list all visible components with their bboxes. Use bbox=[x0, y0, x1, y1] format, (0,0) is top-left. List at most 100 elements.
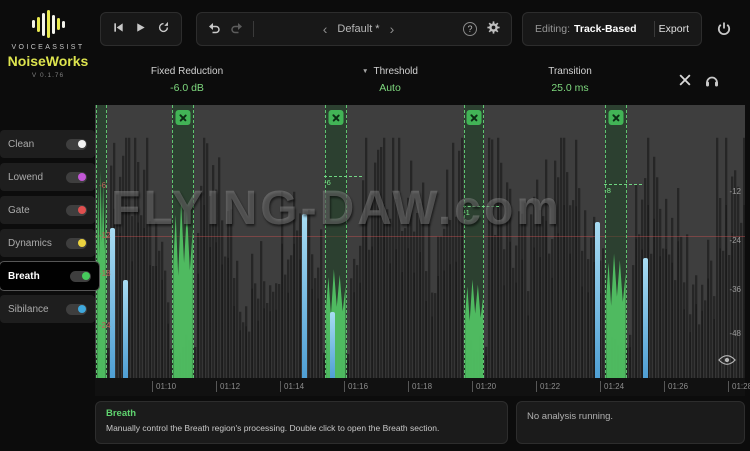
visibility-eye-button[interactable] bbox=[718, 354, 736, 369]
transition-value[interactable]: 25.0 ms bbox=[551, 82, 589, 94]
lowend-toggle[interactable] bbox=[66, 171, 87, 183]
headphones-monitor-button[interactable] bbox=[704, 72, 720, 91]
export-button[interactable]: Export bbox=[658, 23, 689, 35]
breath-region-fill bbox=[606, 253, 626, 378]
region-close-button[interactable] bbox=[466, 110, 482, 125]
editing-bar: Editing: Track-Based Export bbox=[522, 12, 702, 46]
loop-button[interactable] bbox=[157, 21, 170, 37]
db-scale-label: -36 bbox=[729, 285, 741, 295]
sidebar-item-label: Lowend bbox=[8, 171, 44, 183]
breath-region[interactable] bbox=[96, 105, 107, 378]
sidebar-item-breath[interactable]: Breath bbox=[0, 261, 100, 291]
sidebar-item-dynamics[interactable]: Dynamics bbox=[0, 229, 95, 257]
threshold-param: ▼ Threshold Auto bbox=[362, 66, 418, 94]
timeline-label: 01:28 bbox=[728, 381, 750, 392]
brand-block: VOICEASSIST NoiseWorks V 0.1.76 bbox=[0, 0, 96, 118]
sidebar-item-sibilance[interactable]: Sibilance bbox=[0, 295, 95, 323]
toggle-knob bbox=[77, 140, 86, 148]
db-scale-label: -12 bbox=[99, 230, 111, 240]
sidebar-item-lowend[interactable]: Lowend bbox=[0, 163, 95, 191]
brand-version: V 0.1.76 bbox=[31, 72, 65, 79]
close-section-button[interactable] bbox=[678, 73, 692, 90]
settings-gear-button[interactable] bbox=[486, 20, 501, 38]
timeline-label: 01:24 bbox=[600, 381, 624, 392]
info-panel: Breath Manually control the Breath regio… bbox=[95, 401, 508, 444]
voiceassist-logo-icon bbox=[31, 9, 65, 39]
redo-button[interactable] bbox=[230, 21, 244, 38]
fixed-reduction-value[interactable]: -6.0 dB bbox=[170, 82, 204, 94]
breath-region[interactable]: -6 bbox=[324, 105, 362, 378]
breath-region[interactable] bbox=[172, 105, 194, 378]
regions-layer: -6 -1 -8 bbox=[95, 105, 745, 378]
brand-company: VOICEASSIST bbox=[11, 44, 85, 51]
timeline-label: 01:16 bbox=[344, 381, 368, 392]
param-label: Transition bbox=[548, 66, 592, 77]
sibilance-bar[interactable] bbox=[330, 312, 336, 378]
transition-param: Transition 25.0 ms bbox=[548, 66, 592, 94]
region-reduction-label: -8 bbox=[604, 184, 642, 195]
waveform-graph bbox=[95, 137, 745, 378]
param-label: Threshold bbox=[373, 66, 418, 77]
db-scale-label: -24 bbox=[99, 320, 111, 330]
region-reduction-label: -1 bbox=[463, 206, 500, 217]
analysis-status: No analysis running. bbox=[527, 411, 614, 422]
db-scale-label: -24 bbox=[729, 236, 741, 246]
sibilance-bar[interactable] bbox=[594, 222, 600, 378]
play-button[interactable] bbox=[134, 21, 147, 37]
timeline-label: 01:10 bbox=[152, 381, 176, 392]
db-scale-label: -6 bbox=[99, 181, 107, 191]
sidebar-item-label: Breath bbox=[8, 270, 40, 282]
threshold-line bbox=[95, 236, 745, 238]
sidebar-item-gate[interactable]: Gate bbox=[0, 196, 95, 224]
help-button[interactable]: ? bbox=[463, 22, 477, 36]
timeline-label: 01:20 bbox=[472, 381, 496, 392]
param-label: Fixed Reduction bbox=[150, 66, 224, 77]
sibilance-bar[interactable] bbox=[109, 227, 115, 378]
sibilance-bar[interactable] bbox=[302, 214, 308, 378]
editing-label: Editing: bbox=[535, 23, 571, 35]
preset-bar: ‹ Default * › ? bbox=[196, 12, 512, 46]
timeline-label: 01:18 bbox=[408, 381, 432, 392]
info-title: Breath bbox=[106, 408, 137, 419]
sibilance-toggle[interactable] bbox=[66, 303, 87, 315]
toggle-knob bbox=[77, 173, 86, 181]
preset-name[interactable]: Default * bbox=[337, 23, 380, 35]
editing-mode-value[interactable]: Track-Based bbox=[574, 23, 637, 35]
toggle-knob bbox=[77, 239, 86, 247]
waveform-display[interactable]: -6 -1 -8 FLYING-DAW.com -6 -12 -18 -24 -12 -24… bbox=[95, 105, 745, 378]
power-button[interactable] bbox=[712, 17, 736, 41]
undo-button[interactable] bbox=[207, 21, 221, 38]
region-close-button[interactable] bbox=[608, 110, 624, 125]
breath-region[interactable]: -8 bbox=[604, 105, 642, 378]
preset-next-button[interactable]: › bbox=[389, 21, 395, 37]
preset-prev-button[interactable]: ‹ bbox=[322, 21, 328, 37]
breath-toggle[interactable] bbox=[70, 270, 91, 282]
timeline-ruler: 01:10 01:12 01:14 01:16 01:18 01:20 01:22 01:24… bbox=[95, 378, 750, 396]
analysis-panel: No analysis running. bbox=[516, 401, 745, 444]
breath-region[interactable]: -1 bbox=[463, 105, 500, 378]
sidebar-item-label: Clean bbox=[8, 138, 35, 150]
db-scale-label: -18 bbox=[99, 268, 111, 278]
breath-region-fill bbox=[326, 269, 346, 378]
region-close-button[interactable] bbox=[328, 110, 344, 125]
divider bbox=[253, 21, 254, 37]
skip-back-button[interactable] bbox=[112, 21, 125, 37]
sibilance-bar[interactable] bbox=[642, 257, 648, 378]
transport-controls bbox=[100, 12, 182, 46]
sibilance-bar[interactable] bbox=[122, 279, 128, 378]
dynamics-toggle[interactable] bbox=[66, 237, 87, 249]
threshold-value[interactable]: Auto bbox=[379, 82, 401, 94]
timeline-label: 01:22 bbox=[536, 381, 560, 392]
timeline-label: 01:26 bbox=[664, 381, 688, 392]
breath-region-fill bbox=[97, 170, 106, 378]
db-scale-label: -12 bbox=[729, 186, 741, 196]
info-text: Manually control the Breath region's pro… bbox=[106, 423, 440, 433]
clean-toggle[interactable] bbox=[66, 138, 87, 150]
region-reduction-label: -6 bbox=[324, 175, 362, 187]
toggle-knob bbox=[77, 305, 86, 313]
sidebar-item-clean[interactable]: Clean bbox=[0, 130, 95, 158]
gate-toggle[interactable] bbox=[66, 204, 87, 216]
threshold-dropdown-icon[interactable]: ▼ bbox=[362, 68, 369, 75]
region-close-button[interactable] bbox=[175, 110, 191, 125]
